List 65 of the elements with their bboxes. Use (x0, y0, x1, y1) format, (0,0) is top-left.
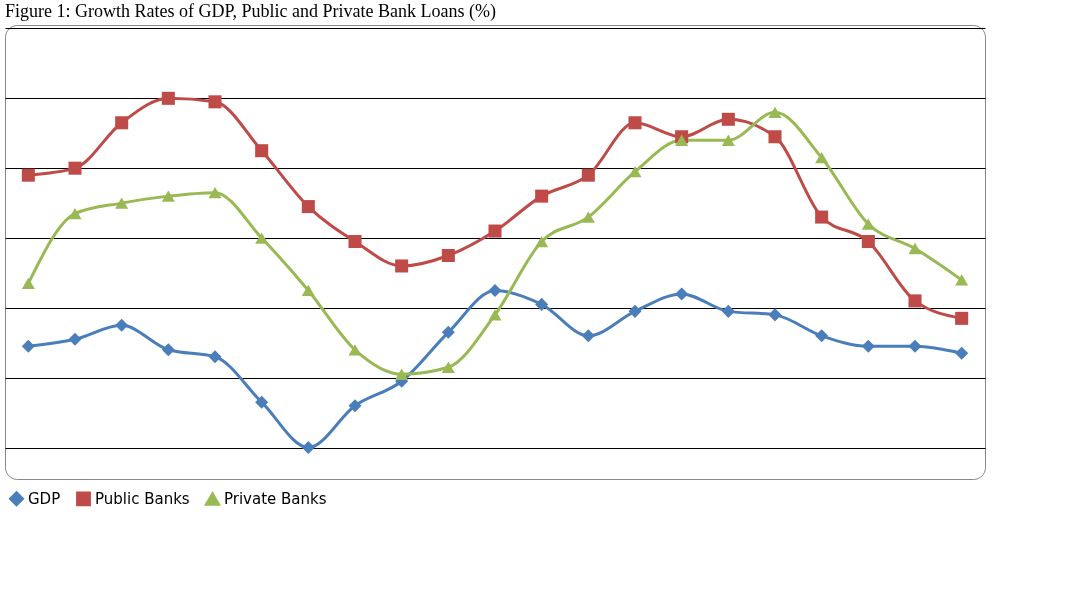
point (815, 152, 829, 164)
point (675, 134, 689, 146)
point (68, 207, 82, 220)
point (721, 134, 735, 146)
point (721, 304, 735, 318)
point (581, 211, 595, 223)
legend-label: GDP (28, 489, 61, 508)
point (21, 339, 35, 353)
point (488, 309, 502, 321)
point (535, 189, 549, 203)
point (301, 284, 315, 297)
point (395, 368, 409, 380)
point (628, 166, 642, 178)
point (21, 168, 35, 182)
point (395, 259, 409, 273)
point (348, 399, 362, 413)
point (255, 232, 269, 244)
point (908, 339, 922, 353)
point (768, 130, 782, 144)
point (815, 329, 829, 343)
point (488, 224, 502, 238)
legend-label: Public Banks (95, 489, 190, 508)
point (955, 346, 969, 360)
point (21, 277, 35, 290)
point (861, 235, 875, 249)
point (861, 339, 875, 353)
point (208, 95, 222, 109)
point (115, 197, 129, 209)
point (161, 91, 175, 105)
point (768, 106, 782, 118)
point (441, 325, 455, 339)
point (535, 235, 549, 248)
point (161, 343, 175, 357)
point (301, 441, 315, 455)
point (255, 144, 269, 158)
point (955, 311, 969, 325)
point (955, 274, 969, 286)
point (441, 248, 455, 263)
point (581, 329, 595, 343)
point (68, 332, 82, 346)
point (581, 168, 595, 182)
point (908, 294, 922, 308)
point (208, 350, 222, 364)
point (161, 190, 175, 202)
point (768, 308, 782, 322)
point (535, 297, 549, 311)
point (721, 112, 735, 126)
point (115, 318, 129, 332)
point (348, 235, 362, 249)
point (628, 116, 642, 130)
point (675, 287, 689, 301)
chart-title: Figure 1: Growth Rates of GDP, Public and Private Bank Loans (%) (5, 1, 496, 22)
point (628, 304, 642, 318)
point (255, 395, 269, 409)
point (348, 344, 362, 356)
point (208, 186, 222, 199)
point (441, 361, 455, 373)
point (908, 242, 922, 255)
point (815, 210, 829, 224)
point (68, 161, 82, 175)
point (115, 116, 129, 130)
legend-label: Private Banks (224, 490, 327, 509)
point (488, 283, 502, 297)
point (861, 218, 875, 230)
point (301, 200, 315, 214)
